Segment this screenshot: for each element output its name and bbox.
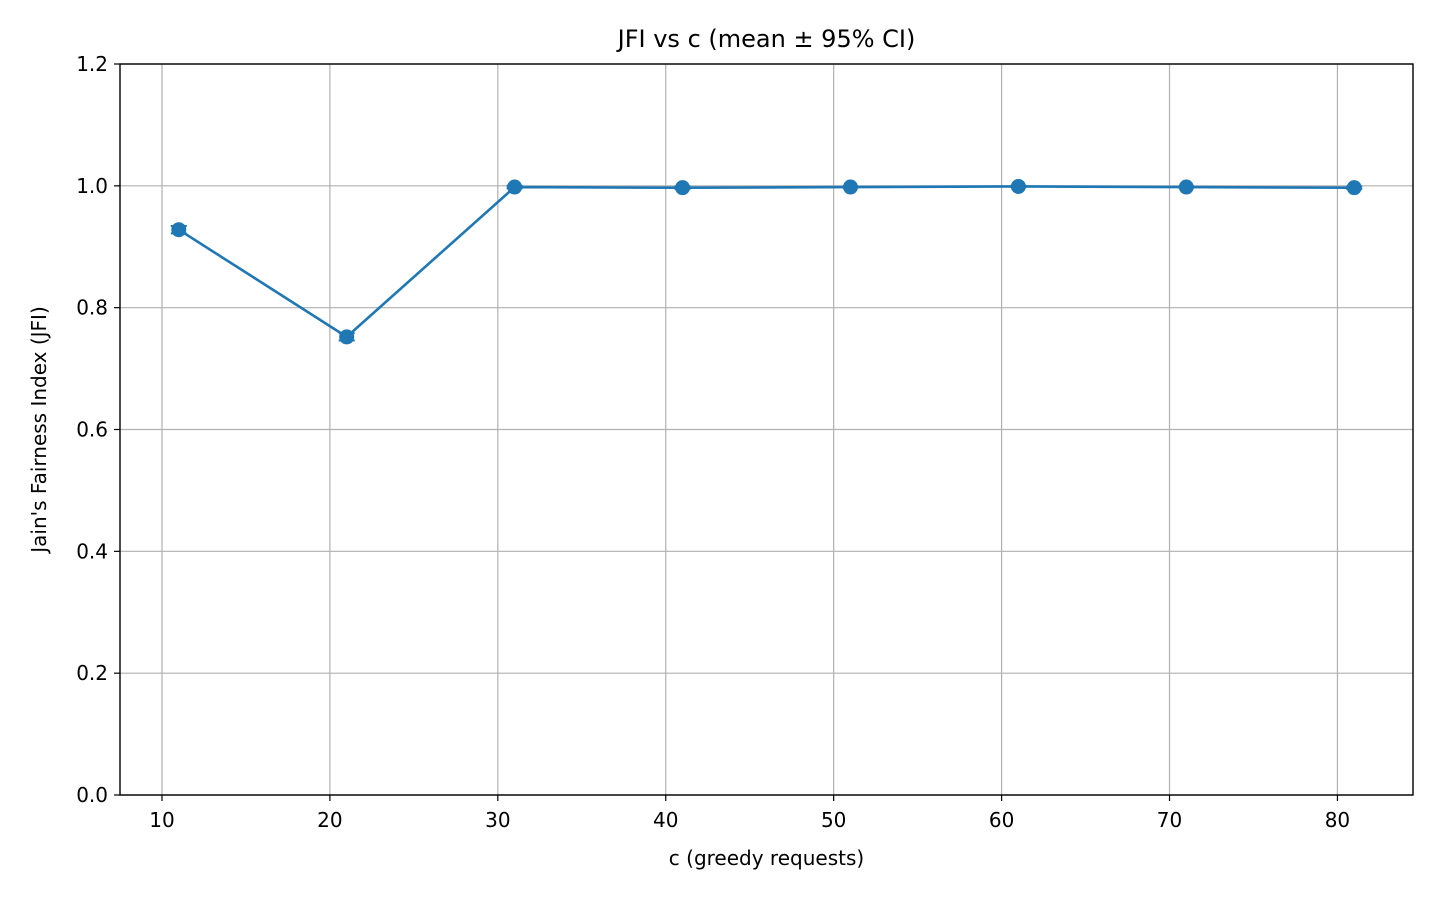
axis-ticks: 10 20 30 40 50 60 70 80 0.0 0.2 0.4 0.6 0.8 1.0 1.2 bbox=[76, 52, 1350, 832]
y-axis-label: Jain's Fairness Index (JFI) bbox=[27, 306, 51, 555]
x-tick-label: 10 bbox=[149, 808, 174, 832]
x-tick-label: 30 bbox=[485, 808, 510, 832]
data-point bbox=[339, 329, 355, 345]
y-tick-label: 0.4 bbox=[76, 539, 108, 563]
x-tick-label: 40 bbox=[653, 808, 678, 832]
data-point bbox=[842, 179, 858, 195]
data-point bbox=[171, 222, 187, 238]
data-point bbox=[507, 179, 523, 195]
x-tick-label: 80 bbox=[1325, 808, 1350, 832]
series-layer bbox=[170, 178, 1363, 345]
data-point bbox=[675, 180, 691, 196]
x-tick-label: 70 bbox=[1157, 808, 1182, 832]
x-tick-label: 60 bbox=[989, 808, 1014, 832]
series-line bbox=[178, 185, 1355, 339]
data-point bbox=[1010, 178, 1026, 194]
y-tick-label: 0.8 bbox=[76, 296, 108, 320]
x-tick-label: 20 bbox=[317, 808, 342, 832]
chart-title: JFI vs c (mean ± 95% CI) bbox=[616, 25, 916, 53]
data-point bbox=[1346, 180, 1362, 196]
y-tick-label: 0.0 bbox=[76, 783, 108, 807]
x-tick-label: 50 bbox=[821, 808, 846, 832]
y-tick-label: 0.2 bbox=[76, 661, 108, 685]
x-axis-label: c (greedy requests) bbox=[669, 846, 864, 870]
data-point bbox=[1178, 179, 1194, 195]
y-tick-label: 1.0 bbox=[76, 174, 108, 198]
y-tick-label: 1.2 bbox=[76, 52, 108, 76]
y-tick-label: 0.6 bbox=[76, 418, 108, 442]
